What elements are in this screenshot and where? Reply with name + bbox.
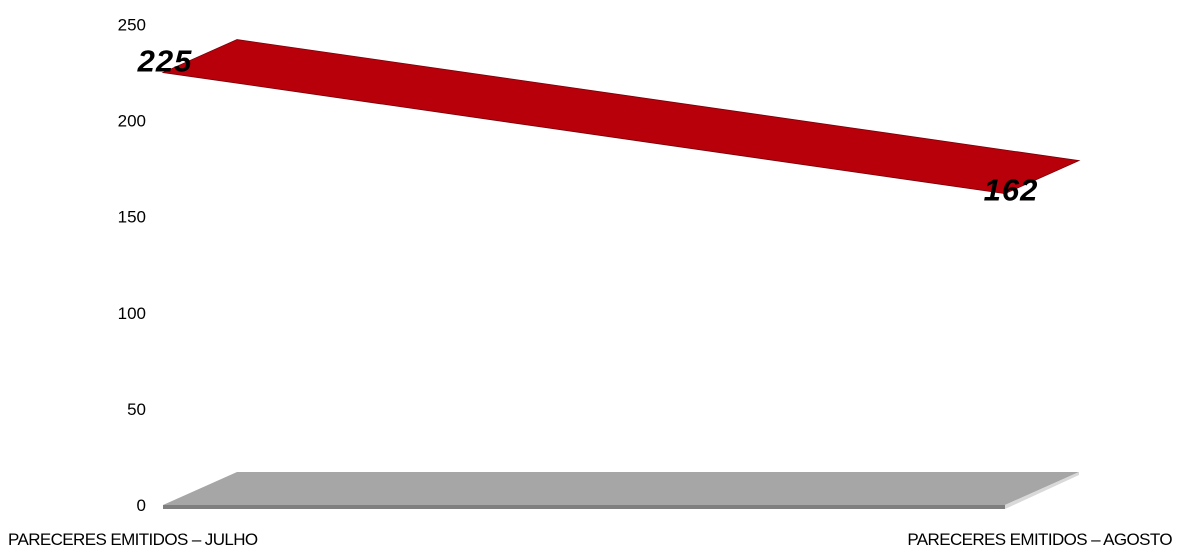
- y-tick-label-250: 250: [118, 16, 146, 35]
- y-tick-label-100: 100: [118, 304, 146, 323]
- chart-floor: [163, 472, 1079, 509]
- floor-front-edge: [163, 505, 1005, 509]
- data-label-julho: 225: [137, 44, 193, 79]
- series-ribbon-segment-0: [161, 39, 1081, 195]
- x-category-label-agosto: PARECERES EMITIDOS – AGOSTO: [907, 530, 1172, 549]
- y-tick-label-0: 0: [137, 496, 146, 515]
- data-labels: 225 162: [137, 44, 1039, 208]
- x-axis: PARECERES EMITIDOS – JULHO PARECERES EMI…: [8, 530, 1173, 549]
- y-tick-label-200: 200: [118, 112, 146, 131]
- y-tick-label-50: 50: [127, 400, 146, 419]
- x-category-label-julho: PARECERES EMITIDOS – JULHO: [8, 530, 258, 549]
- y-tick-label-150: 150: [118, 208, 146, 227]
- series-layer: [161, 39, 1081, 195]
- y-axis: 0 50 100 150 200 250: [118, 16, 146, 516]
- data-label-agosto: 162: [984, 173, 1039, 208]
- floor-side-edge: [1005, 472, 1079, 509]
- floor-top-face: [163, 472, 1079, 505]
